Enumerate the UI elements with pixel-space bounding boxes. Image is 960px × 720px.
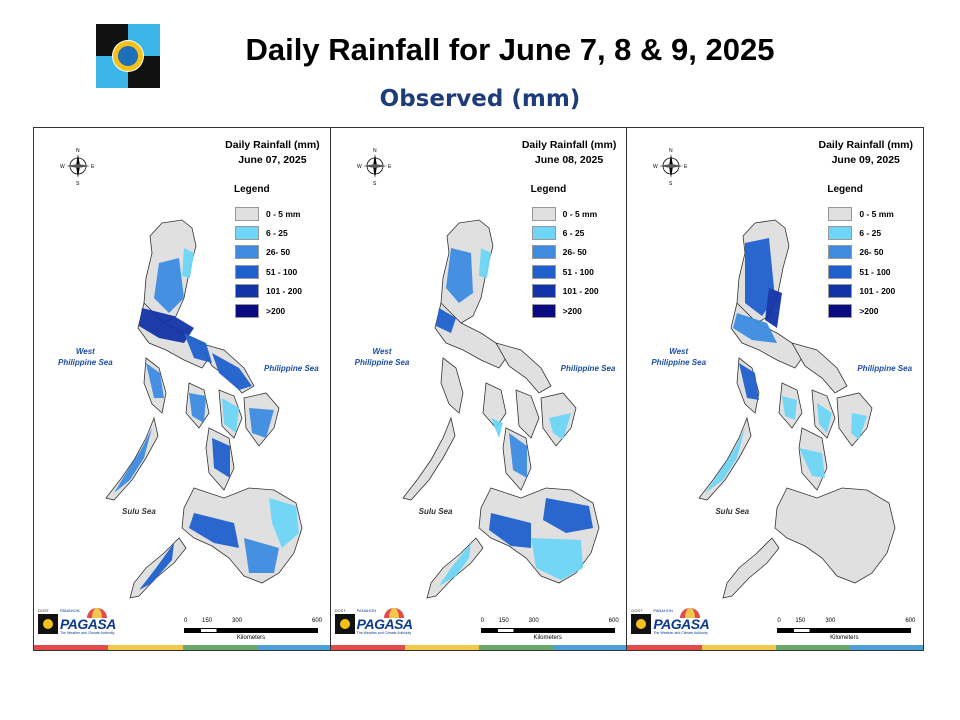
- svg-text:S: S: [373, 181, 377, 186]
- sea-label-east: Philippine Sea: [264, 364, 319, 373]
- panel-heading: Daily Rainfall (mm): [818, 139, 914, 151]
- color-stripe: [34, 645, 330, 650]
- svg-text:N: N: [373, 148, 377, 154]
- philippines-map: [105, 219, 303, 599]
- legend-row: 0 - 5 mm: [531, 204, 599, 223]
- scale-bar: 0 150 300 600 Kilometers: [777, 618, 916, 641]
- map-panels: N S E W Daily Rainfall (mm) June 07, 202…: [33, 127, 924, 651]
- dost-small-icon: [631, 614, 652, 634]
- legend-row: 101 - 200: [235, 282, 302, 301]
- legend-row: 6 - 25: [531, 223, 599, 242]
- legend: 0 - 5 mm 6 - 25 26- 50 51 - 100 101 - 20…: [531, 204, 599, 320]
- legend-title: Legend: [530, 184, 567, 195]
- pagasa-logo: PANAHON DOST PAGASA The Weather and Clim…: [631, 608, 710, 635]
- page-subtitle: Observed (mm): [379, 86, 581, 112]
- panel-heading: Daily Rainfall (mm): [521, 139, 617, 151]
- compass-icon: N S E W: [60, 148, 95, 186]
- legend-row: 26- 50: [235, 243, 302, 262]
- legend-row: 0 - 5 mm: [235, 204, 302, 223]
- color-stripe: [330, 645, 627, 650]
- sea-label-west: West Philippine Sea: [354, 347, 410, 367]
- map-panel-june-08: N S E W Daily Rainfall (mm) June 08, 202…: [330, 128, 628, 650]
- panel-date: June 09, 2025: [831, 154, 900, 166]
- sea-label-west: West Philippine Sea: [58, 347, 113, 367]
- panel-date: June 07, 2025: [238, 154, 307, 166]
- svg-text:E: E: [388, 164, 392, 170]
- panel-heading: Daily Rainfall (mm): [225, 139, 320, 151]
- svg-text:W: W: [653, 164, 658, 170]
- panel-title: Daily Rainfall (mm) June 09, 2025: [818, 138, 913, 168]
- svg-text:E: E: [684, 164, 688, 170]
- legend-row: >200: [235, 301, 302, 320]
- scale-bar: 0 150 300 600 Kilometers: [184, 618, 323, 641]
- dost-small-icon: [38, 614, 58, 634]
- dost-small-icon: [334, 614, 355, 634]
- scale-bar: 0 150 300 600 Kilometers: [480, 618, 619, 641]
- legend-row: 6 - 25: [235, 223, 302, 242]
- legend-row: 101 - 200: [828, 282, 895, 301]
- legend-row: 26- 50: [531, 243, 599, 262]
- legend-row: >200: [828, 301, 895, 320]
- legend-row: 101 - 200: [531, 282, 599, 301]
- svg-text:W: W: [357, 164, 362, 170]
- philippines-map: [698, 219, 896, 599]
- map-panel-june-09: N S E W Daily Rainfall (mm) June 09, 202…: [627, 128, 924, 650]
- legend-title: Legend: [234, 184, 270, 195]
- compass-icon: N S E W: [357, 148, 392, 186]
- legend-row: >200: [531, 301, 599, 320]
- legend-row: 51 - 100: [828, 262, 895, 281]
- legend-row: 26- 50: [828, 243, 895, 262]
- sea-label-east: Philippine Sea: [857, 364, 913, 373]
- sea-label-west: West Philippine Sea: [651, 347, 707, 367]
- legend-row: 51 - 100: [531, 262, 599, 281]
- legend-row: 6 - 25: [828, 223, 895, 242]
- sea-label-sulu: Sulu Sea: [715, 507, 750, 516]
- map-panel-june-07: N S E W Daily Rainfall (mm) June 07, 202…: [34, 128, 331, 650]
- sea-label-sulu: Sulu Sea: [122, 507, 156, 516]
- compass-e: E: [91, 164, 95, 170]
- philippines-map: [401, 219, 600, 599]
- panel-title: Daily Rainfall (mm) June 08, 2025: [522, 138, 617, 168]
- legend-title: Legend: [827, 184, 863, 195]
- legend: 0 - 5 mm 6 - 25 26- 50 51 - 100 101 - 20…: [235, 204, 302, 320]
- svg-text:N: N: [669, 148, 673, 154]
- compass-icon: N S E W: [653, 148, 688, 186]
- umbrella-icon: [680, 608, 701, 618]
- dost-logo: [96, 24, 160, 88]
- umbrella-icon: [383, 608, 404, 618]
- sea-label-sulu: Sulu Sea: [418, 507, 453, 516]
- compass-n: N: [76, 148, 80, 154]
- legend-row: 0 - 5 mm: [828, 204, 895, 223]
- legend: 0 - 5 mm 6 - 25 26- 50 51 - 100 101 - 20…: [828, 204, 895, 320]
- panel-date: June 08, 2025: [534, 154, 604, 166]
- panel-title: Daily Rainfall (mm) June 07, 2025: [225, 138, 320, 168]
- pagasa-logo: PANAHON DOST PAGASA The Weather and Clim…: [38, 608, 116, 635]
- color-stripe: [627, 645, 924, 650]
- pagasa-logo: PANAHON DOST PAGASA The Weather and Clim…: [334, 608, 413, 635]
- legend-row: 51 - 100: [235, 262, 302, 281]
- compass-s: S: [76, 181, 80, 186]
- sea-label-east: Philippine Sea: [560, 364, 616, 373]
- compass-w: W: [60, 164, 65, 170]
- page-title: Daily Rainfall for June 7, 8 & 9, 2025: [245, 32, 775, 67]
- umbrella-icon: [87, 608, 107, 618]
- svg-text:S: S: [669, 181, 673, 186]
